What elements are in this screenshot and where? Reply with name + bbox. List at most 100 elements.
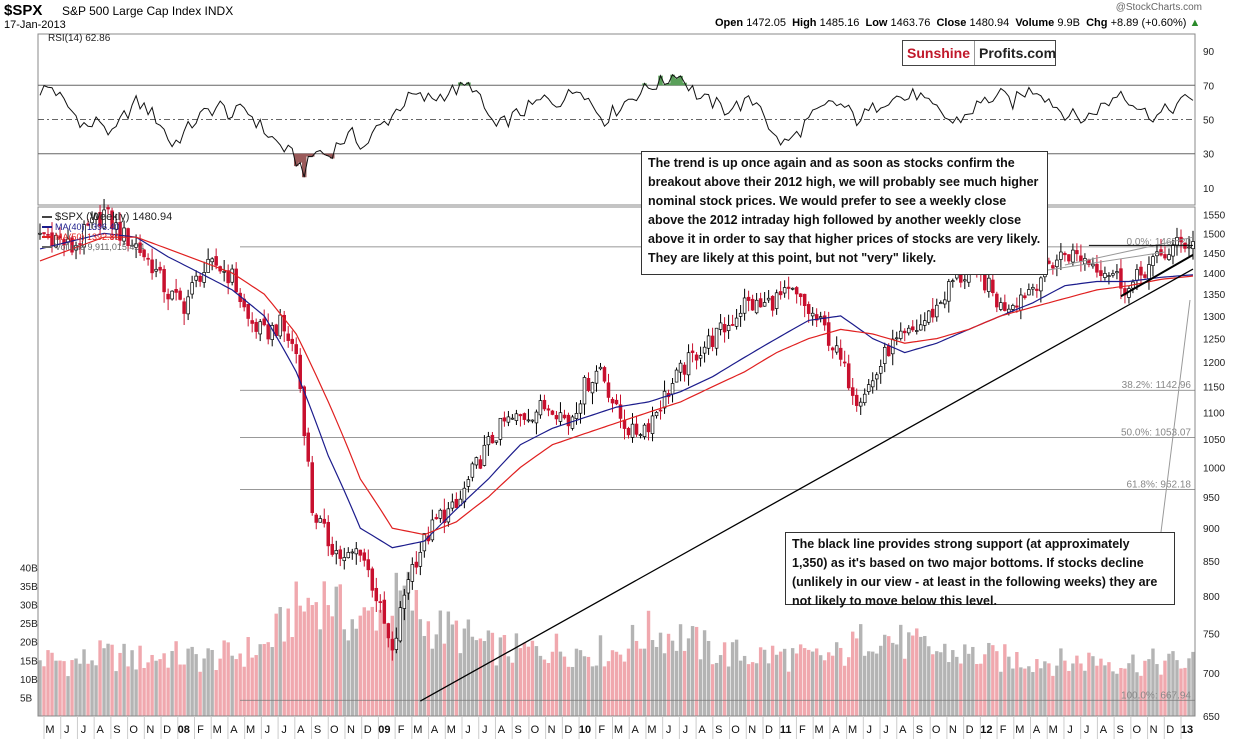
volume-bar	[350, 619, 354, 716]
candle	[1115, 271, 1119, 274]
volume-bar	[1023, 668, 1027, 716]
volume-bar	[482, 641, 487, 716]
candle	[578, 403, 583, 414]
candle	[210, 258, 214, 263]
fib-label: 38.2%: 1142.96	[1122, 380, 1192, 391]
callout-pointer	[1159, 299, 1191, 541]
volume-bar	[314, 602, 318, 716]
x-axis-label: J	[1067, 724, 1073, 736]
volume-bar	[438, 610, 443, 716]
volume-bar	[1067, 670, 1071, 716]
candle	[178, 290, 182, 300]
candle	[1111, 273, 1115, 276]
volume-bar	[478, 638, 483, 716]
candle	[866, 384, 871, 393]
volume-bar	[198, 671, 202, 716]
candle	[794, 287, 799, 295]
volume-bar	[895, 644, 899, 716]
candle	[162, 268, 166, 293]
price-tick-label: 1300	[1203, 312, 1226, 323]
candle	[314, 514, 318, 523]
close-label: Close	[936, 17, 967, 29]
volume-label: Volume	[1015, 17, 1055, 29]
volume-bar	[746, 664, 751, 716]
volume-bar	[1127, 663, 1131, 716]
volume-bar	[354, 628, 358, 716]
candle	[915, 330, 919, 332]
volume-bar	[214, 670, 218, 716]
volume-bar	[1143, 660, 1147, 716]
candle	[198, 275, 202, 282]
x-axis-label: N	[748, 724, 756, 736]
volume-bar	[830, 655, 835, 716]
candle	[130, 244, 134, 247]
volume-bar	[778, 651, 783, 716]
candle	[58, 235, 62, 239]
volume-bar	[1031, 672, 1035, 716]
volume-bar	[126, 666, 130, 716]
volume-bar	[1167, 653, 1171, 716]
volume-bar	[402, 585, 407, 716]
volume-bar	[382, 600, 387, 716]
candle	[963, 279, 967, 282]
candle	[750, 298, 755, 311]
volume-bar	[935, 651, 939, 716]
candle	[518, 414, 523, 417]
volume-bar	[726, 666, 731, 716]
x-axis-label: D	[765, 724, 773, 736]
volume-bar	[1119, 667, 1123, 716]
volume-bar	[802, 648, 807, 716]
candle	[947, 281, 951, 302]
rsi-panel: 90 70 50 30 10 RSI(14) 62.86	[37, 33, 1215, 206]
volume-bar	[1111, 671, 1115, 716]
candle	[678, 362, 683, 373]
volume-bar	[790, 648, 795, 716]
volume-bar	[1007, 656, 1011, 716]
candle	[1151, 256, 1155, 266]
candle	[983, 272, 987, 291]
legend-entry: $SPX (Weekly) 1480.94	[55, 211, 172, 223]
volume-bar	[242, 666, 246, 716]
candle	[402, 594, 407, 609]
volume-bar	[362, 607, 366, 716]
volume-bar	[146, 662, 150, 716]
volume-bar	[1099, 658, 1103, 716]
rsi-tick-label: 70	[1203, 81, 1215, 92]
candle	[526, 419, 531, 422]
volume-bar	[1159, 674, 1163, 716]
candle	[850, 387, 855, 396]
volume-bar	[822, 660, 827, 716]
volume-bar	[454, 620, 459, 716]
candle	[594, 370, 599, 384]
x-axis-label: J	[64, 724, 70, 736]
volume-bar	[686, 638, 691, 716]
volume-bar	[302, 611, 306, 716]
x-axis-label: J	[465, 724, 471, 736]
volume-bar	[286, 608, 290, 716]
volume-bar	[955, 656, 959, 716]
candle	[206, 258, 210, 273]
x-axis-label: A	[1033, 724, 1041, 736]
volume-tick-label: 30B	[20, 601, 38, 612]
candle	[686, 352, 691, 376]
candle	[98, 212, 102, 227]
x-axis-label: N	[347, 724, 355, 736]
x-axis-label: 08	[178, 724, 190, 736]
candle	[322, 518, 326, 524]
candle	[1107, 275, 1111, 277]
volume-bar	[122, 643, 126, 716]
candle	[1051, 265, 1055, 269]
volume-bar	[150, 654, 154, 716]
candle	[70, 237, 74, 253]
candle	[758, 298, 763, 308]
x-axis-label: 10	[579, 724, 591, 736]
candle	[618, 404, 623, 419]
candle	[614, 399, 619, 405]
volume-bar	[522, 642, 527, 716]
volume-bar	[899, 624, 903, 716]
price-tick-label: 1250	[1203, 335, 1226, 346]
volume-bar	[290, 637, 294, 716]
volume-bar	[278, 607, 282, 716]
volume-bar	[730, 642, 735, 716]
volume-tick-label: 35B	[20, 582, 38, 593]
